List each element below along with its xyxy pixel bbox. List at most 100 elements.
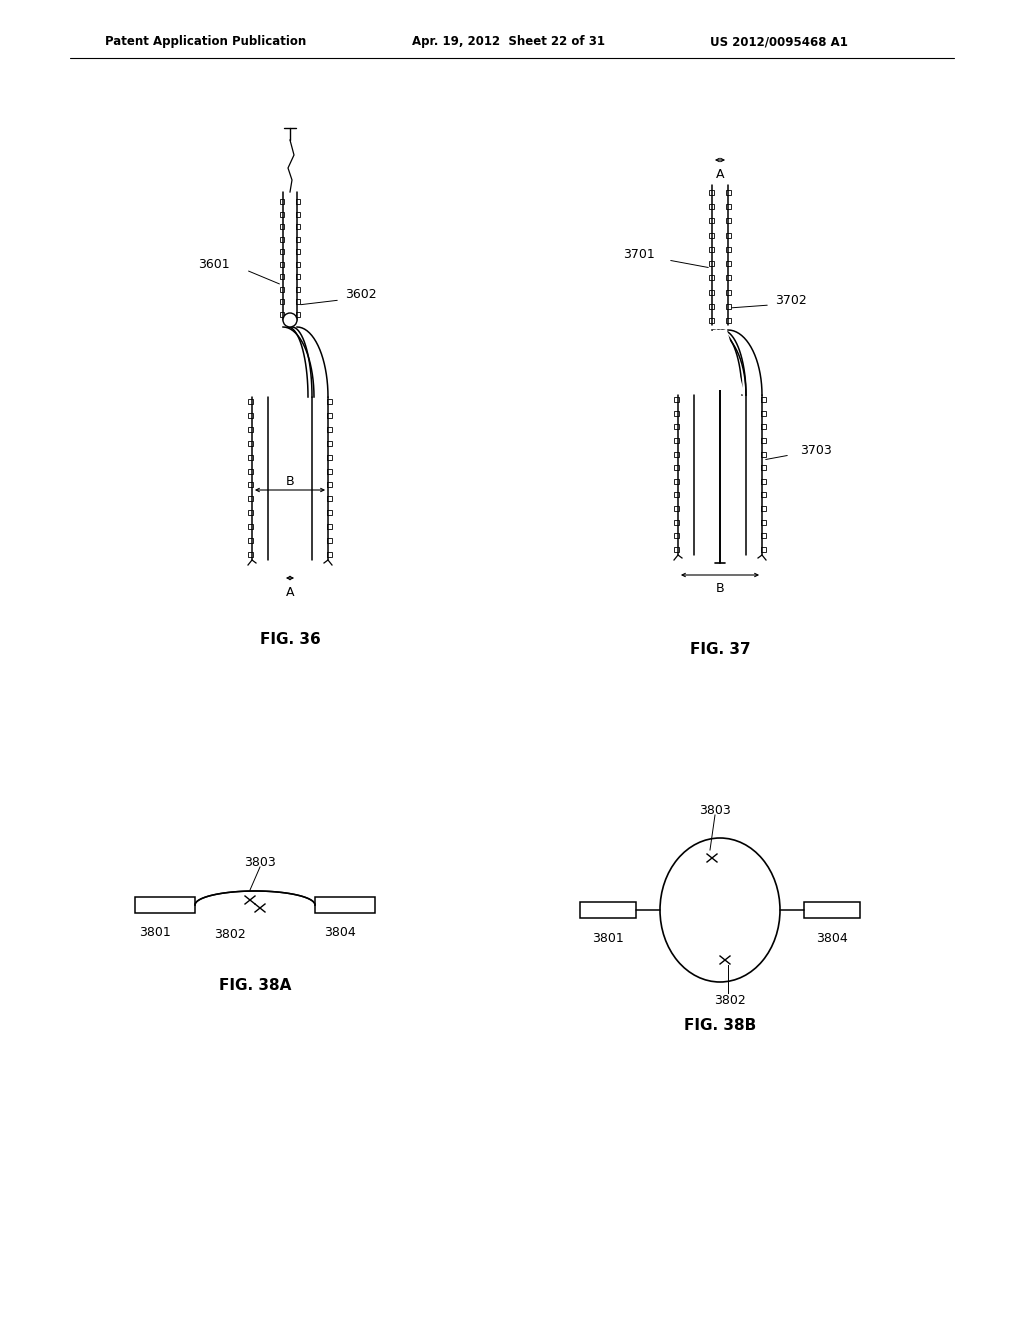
Bar — [761, 546, 766, 552]
Bar — [296, 261, 300, 267]
Bar — [674, 479, 679, 484]
Text: B: B — [716, 582, 724, 595]
Bar — [726, 205, 731, 210]
Bar — [709, 218, 714, 223]
Text: A: A — [286, 586, 294, 598]
Text: A: A — [716, 168, 724, 181]
Text: 3602: 3602 — [345, 289, 377, 301]
Bar — [709, 289, 714, 294]
Bar — [296, 236, 300, 242]
Bar — [248, 539, 253, 543]
Bar — [248, 524, 253, 529]
Bar — [674, 492, 679, 498]
Bar — [674, 424, 679, 429]
Bar — [280, 261, 284, 267]
Text: 3804: 3804 — [816, 932, 848, 945]
Text: 3802: 3802 — [214, 928, 246, 941]
Text: 3803: 3803 — [699, 804, 731, 817]
Bar — [296, 224, 300, 230]
Bar — [327, 552, 332, 557]
Bar — [726, 289, 731, 294]
Bar — [761, 465, 766, 470]
Bar — [296, 300, 300, 305]
Bar — [248, 454, 253, 459]
Text: 3801: 3801 — [592, 932, 624, 945]
Text: 3701: 3701 — [624, 248, 655, 261]
Text: FIG. 38A: FIG. 38A — [219, 978, 291, 993]
Bar — [761, 520, 766, 525]
Text: 3804: 3804 — [325, 927, 356, 940]
Bar — [709, 261, 714, 267]
Bar — [296, 211, 300, 216]
Text: 3601: 3601 — [199, 259, 230, 272]
Bar — [327, 482, 332, 487]
Text: FIG. 38B: FIG. 38B — [684, 1018, 756, 1032]
Bar — [327, 539, 332, 543]
Bar — [280, 249, 284, 255]
Bar — [761, 438, 766, 444]
Bar — [761, 411, 766, 416]
Bar — [761, 451, 766, 457]
Text: 3801: 3801 — [139, 927, 171, 940]
Bar — [761, 492, 766, 498]
Bar — [709, 232, 714, 238]
Text: FIG. 36: FIG. 36 — [260, 632, 321, 648]
Bar — [248, 511, 253, 515]
Bar — [804, 902, 860, 917]
Bar — [580, 902, 636, 917]
Text: B: B — [286, 475, 294, 488]
Bar — [674, 520, 679, 525]
Bar — [726, 218, 731, 223]
Bar — [709, 190, 714, 195]
Bar — [135, 898, 195, 913]
Ellipse shape — [660, 838, 780, 982]
Bar — [287, 317, 293, 323]
Bar — [327, 511, 332, 515]
Bar — [726, 247, 731, 252]
Bar — [726, 261, 731, 267]
Bar — [248, 482, 253, 487]
Bar — [327, 454, 332, 459]
Bar — [280, 300, 284, 305]
Bar — [726, 304, 731, 309]
Bar — [674, 533, 679, 539]
Bar — [280, 286, 284, 292]
Bar — [761, 533, 766, 539]
Bar — [327, 469, 332, 474]
Bar — [296, 312, 300, 317]
Bar — [248, 399, 253, 404]
Bar — [280, 275, 284, 280]
Bar — [248, 469, 253, 474]
Bar — [296, 199, 300, 205]
Bar — [709, 304, 714, 309]
Bar — [709, 247, 714, 252]
Bar — [674, 411, 679, 416]
Bar — [674, 438, 679, 444]
Bar — [327, 413, 332, 418]
Bar — [327, 441, 332, 446]
Text: US 2012/0095468 A1: US 2012/0095468 A1 — [710, 36, 848, 49]
Bar — [327, 524, 332, 529]
Bar — [726, 276, 731, 280]
Text: 3702: 3702 — [775, 293, 807, 306]
Bar — [726, 190, 731, 195]
Bar — [674, 397, 679, 403]
Bar — [280, 199, 284, 205]
Text: 3803: 3803 — [244, 857, 275, 870]
Bar — [674, 546, 679, 552]
Ellipse shape — [283, 313, 297, 327]
Bar — [674, 451, 679, 457]
Bar — [761, 506, 766, 511]
Bar — [296, 286, 300, 292]
Polygon shape — [695, 330, 745, 395]
Bar — [709, 276, 714, 280]
Bar — [248, 413, 253, 418]
Bar — [726, 318, 731, 323]
Bar — [726, 232, 731, 238]
Bar — [761, 479, 766, 484]
Bar — [327, 496, 332, 502]
Bar — [296, 249, 300, 255]
Bar — [280, 224, 284, 230]
Bar — [248, 552, 253, 557]
Bar — [280, 312, 284, 317]
